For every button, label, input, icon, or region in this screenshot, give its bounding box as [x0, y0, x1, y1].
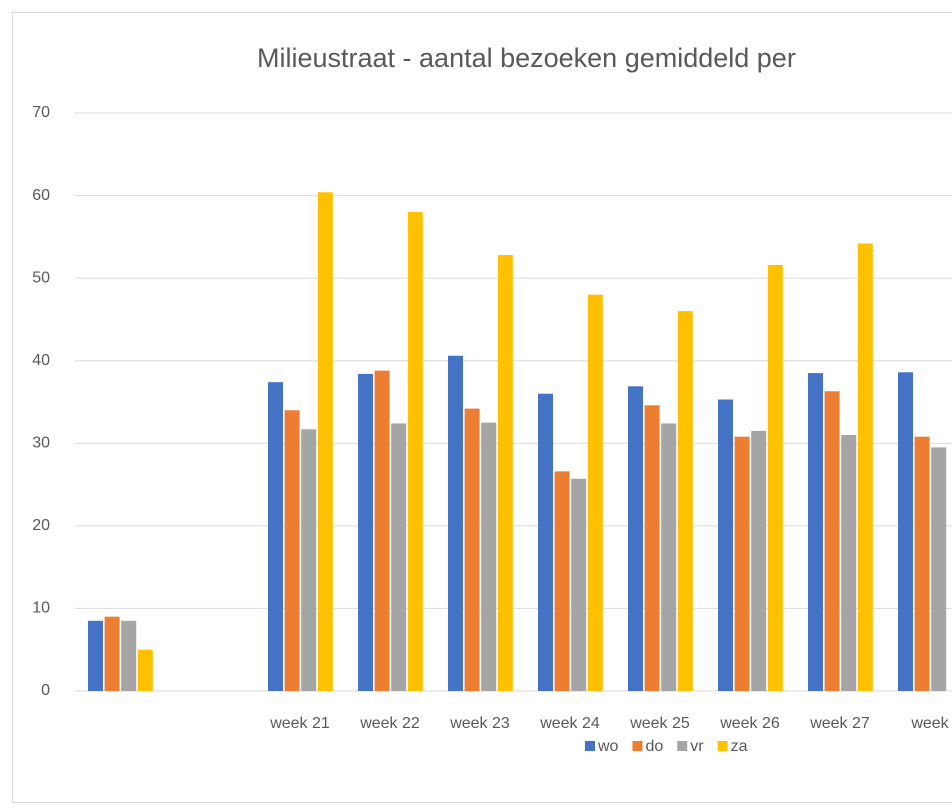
- x-tick-label: week 21: [269, 715, 330, 732]
- x-tick-label: week 23: [449, 715, 510, 732]
- bar: [538, 393, 553, 691]
- bar: [898, 372, 913, 691]
- bar: [497, 255, 513, 691]
- bar: [767, 264, 783, 691]
- bar: [718, 399, 733, 691]
- bar: [808, 373, 823, 691]
- bar: [571, 478, 587, 691]
- x-tick-label: week 25: [629, 715, 690, 732]
- y-tick-label: 60: [32, 187, 50, 204]
- bar: [824, 391, 840, 691]
- bar: [841, 435, 857, 691]
- y-tick-label: 50: [32, 269, 50, 286]
- legend-swatch: [585, 741, 595, 751]
- bar: [121, 620, 137, 691]
- bar: [407, 212, 423, 692]
- x-tick-label: week 24: [539, 715, 600, 732]
- bar: [914, 436, 930, 691]
- bar: [358, 373, 373, 691]
- legend-swatch: [677, 741, 688, 751]
- legend-swatch: [632, 741, 643, 751]
- bar: [374, 370, 390, 691]
- y-tick-label: 0: [41, 682, 50, 699]
- bar: [554, 471, 570, 691]
- bar: [88, 620, 103, 691]
- y-tick-label: 30: [32, 435, 50, 452]
- bar: [301, 429, 317, 691]
- y-tick-label: 20: [32, 517, 50, 534]
- bar: [931, 447, 947, 691]
- bar: [857, 243, 873, 691]
- bar: [391, 423, 407, 691]
- bar: [464, 408, 480, 691]
- y-tick-label: 40: [32, 352, 50, 369]
- chart-title: Milieustraat - aantal bezoeken gemiddeld…: [257, 43, 796, 73]
- bar: [587, 294, 603, 691]
- x-tick-label: week: [910, 715, 949, 732]
- y-tick-label: 10: [32, 600, 50, 617]
- bar: [628, 386, 643, 691]
- x-tick-label: week 22: [359, 715, 420, 732]
- bar: [284, 410, 300, 691]
- x-tick-label: week 27: [809, 715, 870, 732]
- bar: [448, 355, 463, 691]
- bar: [677, 311, 693, 691]
- bar: [317, 192, 333, 692]
- legend-label: za: [731, 738, 748, 755]
- bar: [481, 422, 497, 691]
- bar: [661, 423, 677, 691]
- legend-label: do: [645, 738, 663, 755]
- legend-label: vr: [690, 738, 704, 755]
- legend-label: wo: [597, 738, 619, 755]
- bar: [268, 382, 283, 691]
- bar: [734, 436, 750, 691]
- legend-swatch: [717, 741, 728, 751]
- bar: [104, 616, 120, 691]
- bar: [137, 649, 153, 691]
- x-tick-label: week 26: [719, 715, 780, 732]
- bar: [751, 430, 767, 691]
- y-tick-label: 70: [32, 104, 50, 121]
- bar: [644, 405, 660, 691]
